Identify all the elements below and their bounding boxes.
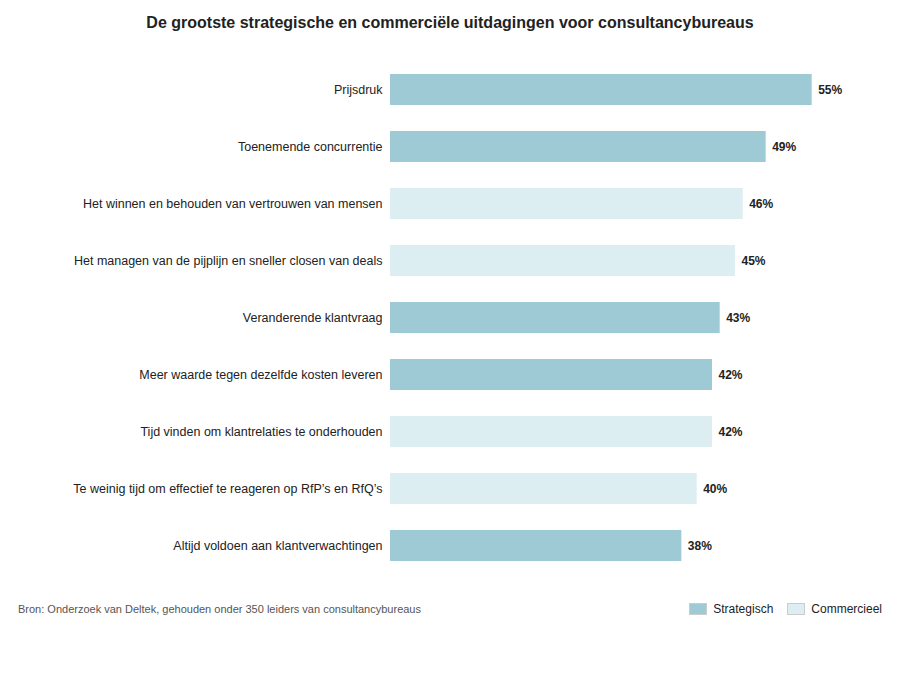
svg-text:Prijsdruk: Prijsdruk — [334, 83, 383, 97]
svg-text:55%: 55% — [818, 83, 842, 97]
html-text:Strategisch: Strategisch — [713, 602, 774, 616]
svg-text:Altijd voldoen aan klantverwac: Altijd voldoen aan klantverwachtingen — [173, 539, 382, 553]
svg-text:38%: 38% — [688, 539, 712, 553]
svg-text:40%: 40% — [703, 482, 727, 496]
svg-text:42%: 42% — [719, 368, 743, 382]
svg-text:43%: 43% — [726, 311, 750, 325]
svg-text:46%: 46% — [749, 197, 773, 211]
svg-text:49%: 49% — [772, 140, 796, 154]
svg-text:Veranderende klantvraag: Veranderende klantvraag — [243, 311, 383, 325]
svg-text:Toenemende concurrentie: Toenemende concurrentie — [238, 140, 383, 154]
svg-text:Te weinig tijd om effectief te: Te weinig tijd om effectief te reageren … — [73, 482, 382, 496]
html-text:Bron: Onderzoek van Deltek, ge: Bron: Onderzoek van Deltek, gehouden ond… — [18, 603, 421, 615]
svg-text:Meer waarde tegen dezelfde kos: Meer waarde tegen dezelfde kosten levere… — [139, 368, 382, 382]
svg-text:Tijd vinden om klantrelaties t: Tijd vinden om klantrelaties te onderhou… — [140, 425, 382, 439]
svg-text:45%: 45% — [742, 254, 766, 268]
html-text:De grootste strategische en co: De grootste strategische en commerciële … — [146, 14, 754, 31]
svg-text:Het managen van de pijplijn en: Het managen van de pijplijn en sneller c… — [74, 254, 383, 268]
svg-text:42%: 42% — [719, 425, 743, 439]
svg-text:Het winnen en behouden van ver: Het winnen en behouden van vertrouwen va… — [83, 197, 383, 211]
html-text:Commercieel: Commercieel — [811, 602, 882, 616]
